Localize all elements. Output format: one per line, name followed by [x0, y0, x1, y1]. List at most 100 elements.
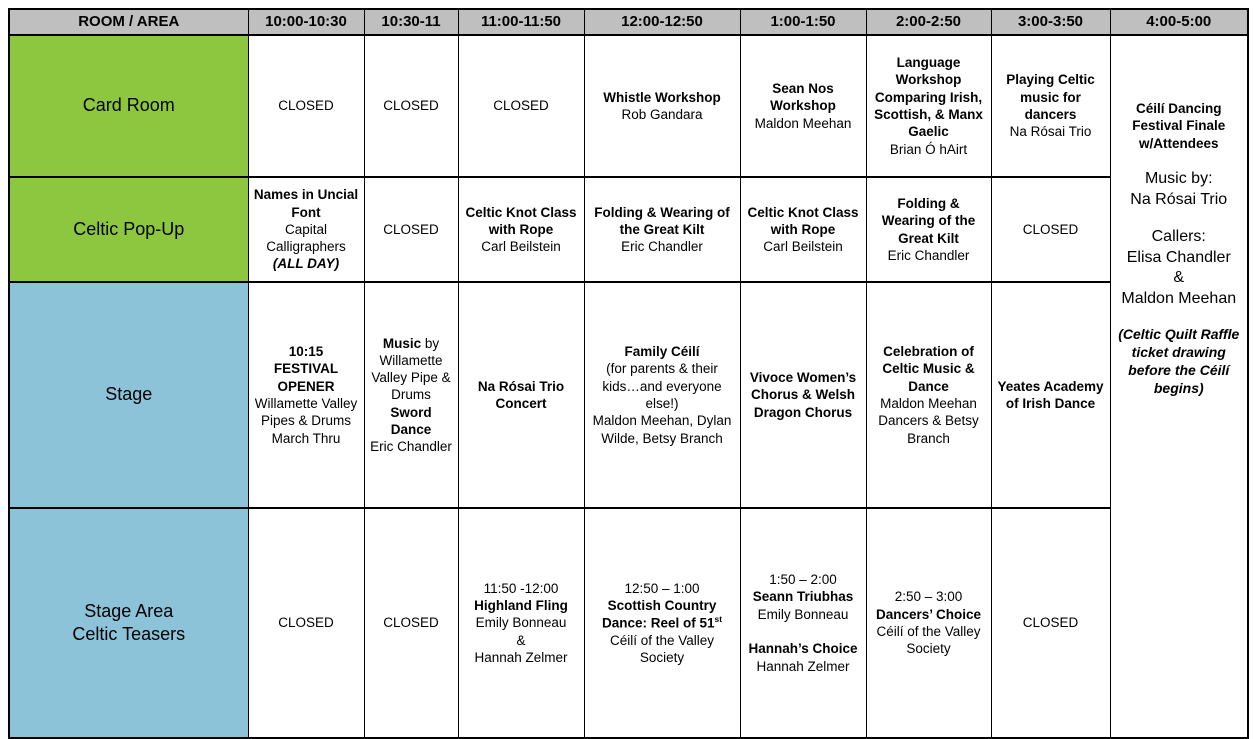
schedule-row-card-room: Card Room CLOSED CLOSED CLOSED Whistle Works… [8, 34, 1249, 739]
cell-line: 10:15 [254, 343, 359, 360]
cell-line: Yeates Academy of Irish Dance [997, 378, 1105, 413]
cell-line: CLOSED [254, 97, 359, 114]
time-header-cell: 12:00-12:50 [583, 8, 741, 36]
schedule-cell: Na Rósai Trio Concert [457, 281, 585, 509]
cell-text-run: 10:15 [288, 344, 324, 360]
cell-line: Elisa Chandler [1116, 248, 1243, 268]
cell-text-run: 11:50 -12:00 [483, 580, 559, 596]
schedule-cell: CLOSED [363, 34, 459, 178]
schedule-cell: Folding & Wearing of the Great Kilt Eric … [583, 176, 741, 283]
cell-line: Emily Bonneau [464, 614, 579, 631]
time-header-cell: 3:00-3:50 [990, 8, 1111, 36]
cell-text-run: Eric Chandler [370, 439, 452, 455]
cell-text-run: Carl Beilstein [763, 239, 843, 255]
cell-text-run: Carl Beilstein [481, 239, 561, 255]
schedule-cell: 12:50 – 1:00 Scottish Country Dance: Reel… [583, 507, 741, 739]
cell-line: Family Céilí [590, 343, 735, 360]
cell-text-run: Playing Celtic music for dancers [1006, 72, 1095, 122]
cell-line: CLOSED [997, 221, 1105, 238]
schedule-row-stage: Stage 10:15 FESTIVAL OPENER Willamette Vall… [8, 281, 1248, 509]
schedule-cell: CLOSED [363, 176, 459, 283]
cell-line: Whistle Workshop [590, 89, 735, 106]
cell-text-run: FESTIVAL OPENER [273, 361, 339, 394]
cell-text-run: Emily Bonneau [475, 615, 567, 631]
schedule-cell: 11:50 -12:00 Highland Fling Emily Bonneau &… [457, 507, 585, 739]
cell-text-run: Céilí Dancing Festival Finale w/Attendee… [1132, 101, 1226, 151]
cell-text-run: Names in Uncial Font [253, 187, 359, 220]
cell-line: Céilí of the Valley Society [872, 623, 986, 658]
room-label-text: Stage [105, 384, 153, 405]
cell-text-run: Willamette Valley Pipe & Drums [371, 352, 451, 403]
cell-line: Willamette Valley Pipes & Drums [254, 395, 359, 430]
cell-text-run: Hannah Zelmer [756, 658, 850, 674]
room-label-cell-stage-area-celtic-teasers: Stage Area Celtic Teasers [8, 507, 249, 739]
cell-line: CLOSED [370, 97, 453, 114]
cell-line: 2:50 – 3:00 [872, 588, 986, 605]
cell-text-run: st [714, 614, 722, 625]
cell-line: Na Rósai Trio Concert [464, 378, 579, 413]
cell-line: Callers: [1116, 227, 1243, 247]
cell-line: 1:50 – 2:00 [746, 571, 861, 588]
cell-line: Celebration of Celtic Music & Dance [872, 343, 986, 395]
cell-text-run: 2:50 – 3:00 [894, 589, 963, 605]
cell-line: Eric Chandler [872, 247, 986, 264]
cell-text-run: Sean Nos Workshop [770, 81, 836, 114]
cell-text-run: Seann Triubhas [752, 589, 854, 605]
schedule-cell: CLOSED [990, 176, 1111, 283]
cell-text-run: Folding & Wearing of the Great Kilt [881, 195, 976, 246]
schedule-cell: Playing Celtic music for dancers Na Rósai… [990, 34, 1111, 178]
cell-line: Capital Calligraphers [254, 221, 359, 256]
cell-line: CLOSED [370, 614, 453, 631]
cell-line: Highland Fling [464, 597, 579, 614]
cell-line: Na Rósai Trio [1116, 190, 1243, 210]
cell-line: Na Rósai Trio [997, 123, 1105, 140]
cell-line: Hannah Zelmer [464, 649, 579, 666]
schedule-cell: Family Céilí (for parents & their kids…an… [583, 281, 741, 509]
time-header-cell: 10:00-10:30 [247, 8, 365, 36]
schedule-cell: CLOSED [247, 34, 365, 178]
room-label-text: Celtic Pop-Up [73, 218, 185, 239]
cell-text-run: Rob Gandara [621, 107, 703, 122]
cell-text-run: Na Rósai Trio [1130, 190, 1228, 208]
cell-text-run: & [1173, 269, 1185, 287]
cell-text-run: Brian Ó hAirt [889, 141, 968, 157]
cell-text-run: Folding & Wearing of the Great Kilt [594, 204, 730, 237]
time-header-cell: 2:00-2:50 [865, 8, 992, 36]
time-header-cell: 1:00-1:50 [739, 8, 867, 36]
cell-line: Carl Beilstein [464, 238, 579, 255]
cell-line: Maldon Meehan, Dylan Wilde, Betsy Branch [590, 412, 735, 447]
cell-text-run: Language Workshop Comparing Irish, Scott… [874, 55, 983, 140]
schedule-header-row: ROOM / AREA 10:00-10:30 10:30-11 11:00-11:5… [8, 8, 1249, 36]
cell-line: Scottish Country Dance: Reel of 51st [590, 597, 735, 632]
cell-text-run: Elisa Chandler [1126, 248, 1231, 266]
room-area-header-cell: ROOM / AREA [8, 8, 249, 36]
cell-line [746, 623, 861, 640]
schedule-cell: Folding & Wearing of the Great Kilt Eric … [865, 176, 992, 283]
cell-text-run: (for parents & their kids…and everyone e… [602, 361, 722, 411]
cell-text-run: CLOSED [383, 221, 439, 237]
room-label-text: Card Room [82, 95, 175, 116]
cell-text-run: CLOSED [278, 615, 334, 631]
cell-text-run: CLOSED [493, 98, 549, 114]
schedule-cell: CLOSED [457, 34, 585, 178]
cell-text-run: Eric Chandler [887, 247, 970, 263]
cell-line: Carl Beilstein [746, 238, 861, 255]
cell-line: Vivoce Women’s Chorus & Welsh Dragon Cho… [746, 369, 861, 421]
cell-line: Eric Chandler [590, 238, 735, 255]
cell-line: (Celtic Quilt Raffle ticket drawing befo… [1116, 326, 1243, 398]
cell-text-run: (ALL DAY) [272, 256, 340, 272]
cell-text-run: Hannah’s Choice [748, 641, 858, 657]
cell-text-run: CLOSED [383, 615, 439, 631]
schedule-cell: 10:15 FESTIVAL OPENER Willamette Valley Pi… [247, 281, 365, 509]
cell-text-run: Emily Bonneau [757, 606, 849, 622]
room-label-cell-celtic-pop-up: Celtic Pop-Up [8, 176, 249, 283]
room-label-text: Celtic Teasers [72, 624, 186, 644]
cell-text-run: Sword Dance [390, 404, 432, 437]
cell-text-run: Highland Fling [474, 598, 568, 614]
room-label-cell-card-room: Card Room [8, 34, 249, 178]
cell-line: Playing Celtic music for dancers [997, 71, 1105, 123]
cell-line: Sword Dance [370, 404, 453, 439]
cell-line [1116, 309, 1243, 326]
cell-line: & [1116, 268, 1243, 288]
cell-text-run: & [516, 632, 526, 648]
